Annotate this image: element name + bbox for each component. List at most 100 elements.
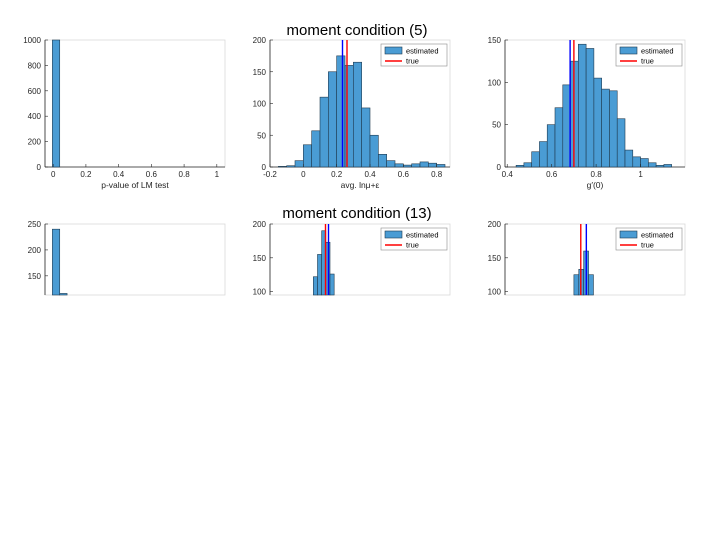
y-tick-label: 150 bbox=[488, 36, 502, 45]
histogram-bar bbox=[554, 107, 564, 168]
histogram-bar bbox=[361, 107, 371, 168]
legend-label-estimated: estimated bbox=[406, 231, 439, 240]
x-tick-label: 0.6 bbox=[398, 170, 410, 179]
y-tick-label: 0 bbox=[37, 163, 42, 172]
x-tick-label: 0 bbox=[301, 170, 306, 179]
y-tick-label: 200 bbox=[253, 220, 267, 229]
y-tick-label: 400 bbox=[28, 112, 42, 121]
x-tick-label: 1 bbox=[215, 170, 220, 179]
histogram-bar bbox=[523, 162, 532, 168]
histogram-bar bbox=[303, 144, 312, 168]
histogram-bar bbox=[578, 43, 587, 168]
x-tick-label: 0.2 bbox=[80, 170, 92, 179]
y-tick-label: 100 bbox=[488, 288, 502, 297]
histogram-bar bbox=[328, 71, 337, 168]
legend-swatch-estimated bbox=[619, 46, 638, 55]
legend-swatch-estimated bbox=[384, 46, 403, 55]
axes-box bbox=[44, 223, 226, 296]
y-tick-label: 150 bbox=[253, 254, 267, 263]
histogram-bar bbox=[436, 164, 446, 168]
histogram-bar bbox=[640, 158, 649, 168]
legend-label-true: true bbox=[406, 241, 419, 250]
histogram-bar bbox=[588, 274, 594, 296]
axes-box bbox=[44, 39, 226, 168]
y-tick-label: 100 bbox=[253, 288, 267, 297]
y-tick-label: 200 bbox=[28, 138, 42, 147]
histogram-bar bbox=[562, 84, 571, 168]
x-axis-label: p-value of LM test bbox=[101, 180, 169, 190]
y-tick-label: 150 bbox=[488, 254, 502, 263]
x-tick-label: -0.2 bbox=[263, 170, 277, 179]
histogram-bar bbox=[52, 228, 61, 296]
histogram-bar bbox=[353, 61, 362, 168]
histogram-bar bbox=[539, 141, 548, 168]
histogram-bar bbox=[378, 154, 387, 168]
histogram-bar bbox=[403, 164, 412, 168]
histogram-bar bbox=[394, 163, 404, 168]
y-tick-label: 150 bbox=[253, 68, 267, 77]
x-tick-label: 0.6 bbox=[146, 170, 158, 179]
histogram-bar bbox=[624, 149, 634, 168]
histogram-bar bbox=[344, 65, 354, 168]
x-tick-label: 0.4 bbox=[502, 170, 514, 179]
y-tick-label: 200 bbox=[488, 220, 502, 229]
x-tick-label: 0 bbox=[51, 170, 56, 179]
row-title-1: moment condition (5) bbox=[287, 22, 428, 39]
legend-swatch-estimated bbox=[384, 230, 403, 239]
histogram-bar bbox=[515, 165, 525, 168]
histogram-bar bbox=[632, 156, 641, 168]
y-tick-label: 50 bbox=[492, 121, 501, 130]
legend-label-true: true bbox=[641, 241, 654, 250]
x-axis-label: avg. lnμ+ε bbox=[341, 180, 380, 190]
histogram-bar bbox=[419, 161, 429, 168]
legend-label-estimated: estimated bbox=[641, 231, 674, 240]
histogram-bar bbox=[313, 276, 318, 296]
y-tick-label: 150 bbox=[28, 272, 42, 281]
y-tick-label: 0 bbox=[262, 163, 267, 172]
histogram-bar bbox=[286, 165, 296, 168]
y-tick-label: 50 bbox=[257, 131, 266, 140]
histogram-bar bbox=[648, 162, 657, 168]
histogram-bar bbox=[319, 96, 329, 168]
histogram-bar bbox=[329, 273, 335, 296]
y-tick-label: 600 bbox=[28, 87, 42, 96]
histogram-bar bbox=[386, 160, 396, 168]
y-tick-label: 100 bbox=[253, 100, 267, 109]
histogram-bar bbox=[336, 55, 346, 168]
legend-label-estimated: estimated bbox=[641, 47, 674, 56]
histogram-bar bbox=[278, 166, 287, 168]
histogram-bar bbox=[59, 293, 68, 296]
x-tick-label: 0.8 bbox=[591, 170, 603, 179]
histogram-bar bbox=[546, 124, 556, 168]
x-tick-label: 0.8 bbox=[431, 170, 443, 179]
legend-label-estimated: estimated bbox=[406, 47, 439, 56]
histogram-bar bbox=[601, 88, 610, 168]
legend-label-true: true bbox=[406, 57, 419, 66]
x-tick-label: 0.8 bbox=[179, 170, 191, 179]
legend-label-true: true bbox=[641, 57, 654, 66]
histogram-bar bbox=[52, 39, 61, 168]
histogram-bar bbox=[317, 254, 322, 296]
histogram-bar bbox=[531, 151, 540, 168]
chart-r1c1: 0 200 400 600 800 1000 0 0.2 0.4 0.6 0.8 1 p-value o… bbox=[23, 36, 226, 190]
x-axis-label: g′(0) bbox=[587, 180, 604, 190]
x-tick-label: 0.2 bbox=[331, 170, 343, 179]
histogram-bar bbox=[428, 162, 437, 168]
histogram-bar bbox=[663, 164, 672, 168]
histogram-bar bbox=[655, 165, 665, 168]
histogram-bar bbox=[294, 160, 304, 168]
legend-swatch-estimated bbox=[619, 230, 638, 239]
x-tick-label: 0.6 bbox=[546, 170, 558, 179]
y-tick-label: 200 bbox=[28, 246, 42, 255]
y-tick-label: 1000 bbox=[23, 36, 41, 45]
y-tick-label: 100 bbox=[488, 78, 502, 87]
row-title-2: moment condition (13) bbox=[282, 205, 431, 222]
histogram-bar bbox=[411, 163, 421, 168]
